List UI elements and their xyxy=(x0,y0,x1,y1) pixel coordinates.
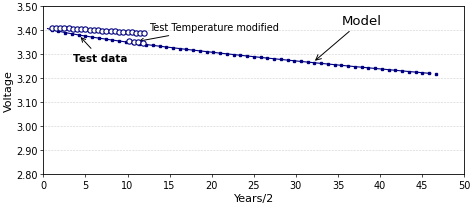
X-axis label: Years/2: Years/2 xyxy=(234,193,274,202)
Text: Test Temperature modified: Test Temperature modified xyxy=(140,23,278,43)
Y-axis label: Voltage: Voltage xyxy=(3,70,13,112)
Text: Model: Model xyxy=(316,15,382,61)
Text: Test data: Test data xyxy=(73,39,128,64)
